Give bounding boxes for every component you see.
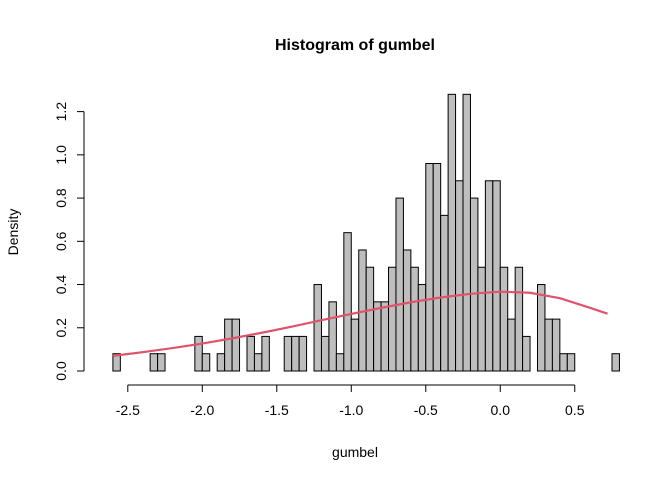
y-tick-label: 0.4: [53, 275, 69, 295]
histogram-bar: [261, 335, 270, 372]
histogram-bar: [246, 335, 255, 372]
x-tick-label: 0.0: [491, 402, 511, 418]
histogram-bar: [231, 318, 241, 372]
histogram-bar: [194, 335, 203, 372]
histogram-bar: [469, 197, 479, 372]
histogram-bar: [224, 318, 233, 372]
histogram-bar: [328, 301, 337, 372]
histogram-bar: [462, 93, 471, 372]
x-tick-label: -1.5: [265, 402, 289, 418]
histogram-bar: [440, 214, 449, 372]
density-curve-layer: [112, 290, 608, 357]
y-tick-label: 0.6: [53, 231, 69, 251]
histogram-bar: [507, 318, 516, 372]
histogram-bar: [380, 301, 390, 372]
x-axis: -2.5 -2.0 -1.5 -1.0 -0.5 0.0 0.5: [116, 384, 585, 418]
histogram-bar: [335, 353, 345, 372]
histogram-bar: [373, 301, 382, 372]
histogram-bar: [551, 318, 561, 372]
histogram-bar: [388, 266, 397, 372]
histogram-bar: [425, 162, 434, 372]
histogram-bar: [559, 353, 568, 372]
y-tick-label: 0.8: [53, 188, 69, 208]
histogram-bar: [477, 266, 486, 372]
histogram-bar: [313, 284, 322, 372]
histogram-bar: [514, 266, 524, 372]
histogram-bar: [365, 266, 375, 372]
histogram-bar: [417, 284, 427, 372]
x-tick-label: -2.0: [190, 402, 214, 418]
histogram-bar: [492, 180, 501, 372]
histogram-bar: [157, 353, 166, 372]
histogram-bar: [112, 353, 121, 372]
histogram-bar: [201, 353, 211, 372]
histogram-bar: [320, 335, 330, 372]
histogram-bar: [216, 353, 226, 372]
y-axis-label: Density: [5, 209, 21, 256]
histogram-bar: [522, 335, 531, 372]
histogram-bar: [291, 335, 300, 372]
y-tick-label: 0.2: [53, 318, 69, 338]
histogram-bar: [298, 335, 308, 372]
histogram-bar: [544, 318, 553, 372]
histogram-bar: [611, 353, 620, 372]
y-tick-label: 1.0: [53, 145, 69, 165]
x-tick-label: -0.5: [414, 402, 438, 418]
histogram-bar: [455, 180, 464, 372]
x-tick-label: -2.5: [116, 402, 140, 418]
histogram-bar: [566, 353, 576, 372]
histogram-bar: [343, 232, 352, 372]
histogram-bar: [432, 162, 442, 372]
x-tick-label: 0.5: [565, 402, 585, 418]
y-tick-label: 1.2: [53, 102, 69, 122]
y-axis: 0.0 0.2 0.4 0.6 0.8 1.0 1.2: [53, 102, 85, 381]
histogram-bar: [149, 353, 159, 372]
y-tick-label: 0.0: [53, 361, 69, 381]
histogram-bars: [112, 93, 620, 372]
histogram-bar: [484, 180, 494, 372]
histogram-bar: [283, 335, 293, 372]
histogram-bar: [499, 266, 509, 372]
histogram-bar: [395, 197, 404, 372]
x-axis-label: gumbel: [332, 444, 378, 460]
histogram-bar: [253, 353, 263, 372]
histogram-bar: [402, 249, 412, 372]
x-tick-label: -1.0: [339, 402, 363, 418]
histogram-bar: [537, 284, 546, 372]
histogram-bar: [350, 318, 360, 372]
chart-title: Histogram of gumbel: [275, 37, 435, 54]
density-curve: [112, 290, 608, 357]
histogram-bar: [447, 93, 457, 372]
histogram-bar: [410, 266, 419, 372]
